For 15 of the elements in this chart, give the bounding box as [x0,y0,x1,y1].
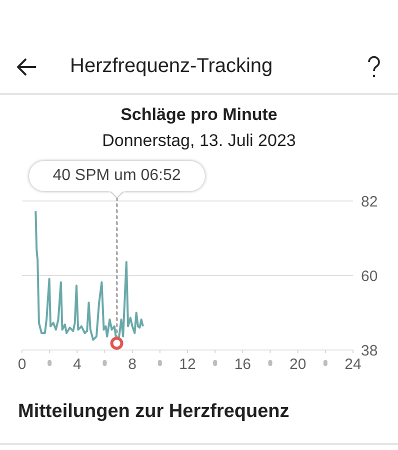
x-tick-label: 16 [234,356,252,373]
y-tick-label: 38 [361,342,378,360]
x-tick-label: 24 [344,356,362,373]
x-tick-label: 0 [18,356,26,373]
text: Mitteilungen zur Herzfrequenz [18,401,290,423]
y-tick-label: 82 [361,193,378,210]
x-tick-label: 8 [128,356,137,373]
text: Herzfrequenz-Tracking [70,55,273,78]
x-tick-label: 20 [289,356,306,373]
x-tick-label: 12 [179,356,196,373]
chart-title: Schläge pro Minute [120,105,278,125]
y-tick-label: 60 [361,268,378,285]
x-tick-label: 4 [72,356,82,373]
annotation: 40 SPM um 06:52 [28,161,205,191]
chart-subtitle: Donnerstag, 13. Juli 2023 [101,131,297,151]
